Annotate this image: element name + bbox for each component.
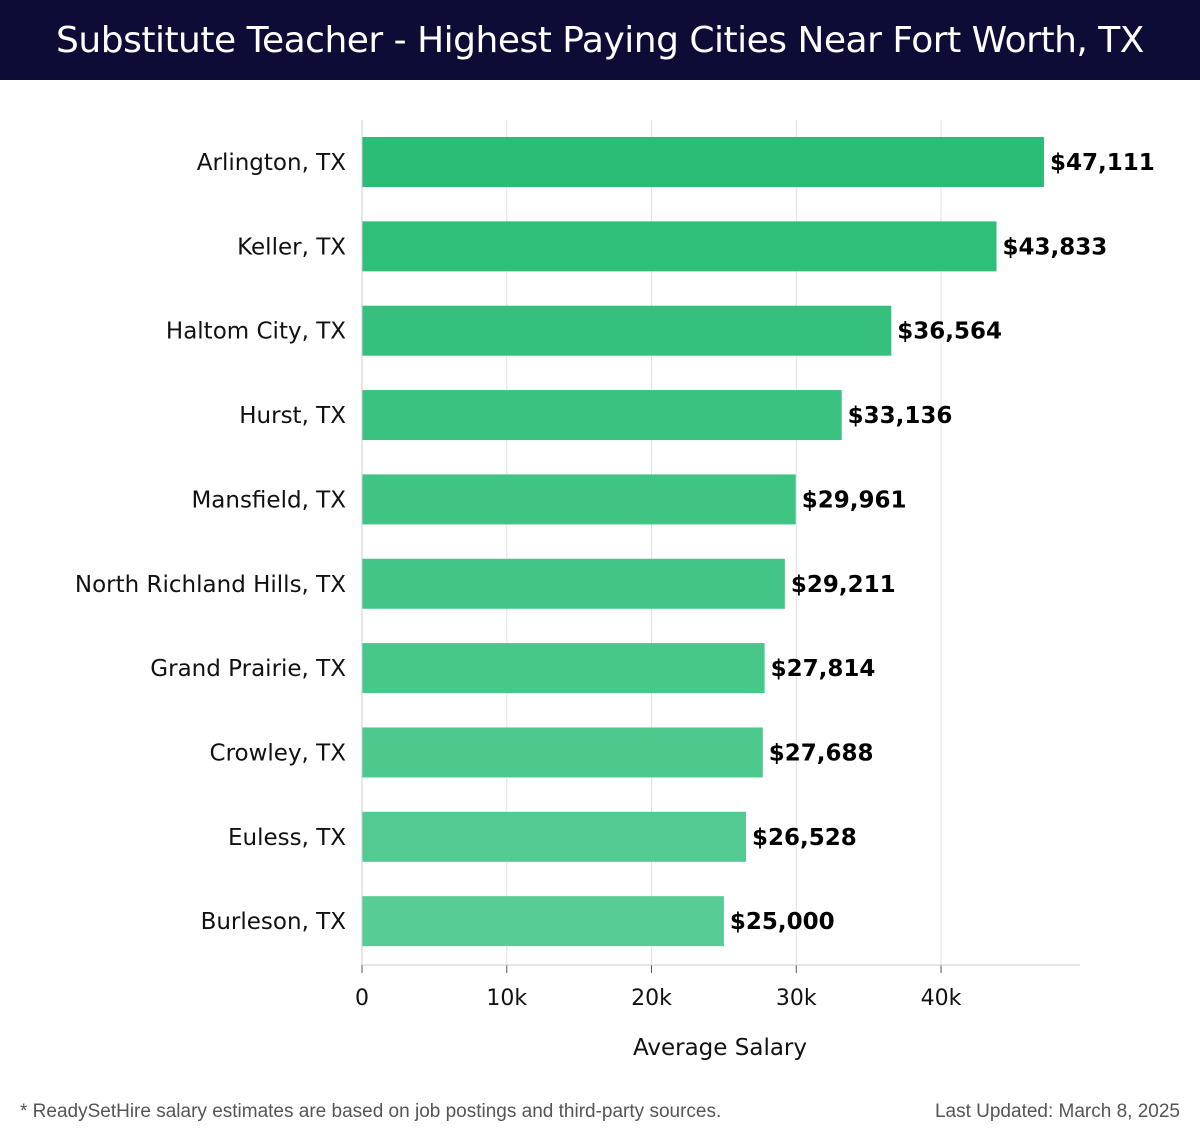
last-updated: Last Updated: March 8, 2025	[934, 1101, 1180, 1122]
bar-value-label: $33,136	[848, 403, 953, 429]
category-label: Euless, TX	[228, 825, 346, 851]
bar-chart: $47,111 $43,833 $36,564 $33,136 $29,961 $29,2…	[75, 120, 1155, 1061]
bar	[362, 221, 997, 272]
bar-value-label: $29,211	[791, 572, 896, 598]
category-label: Arlington, TX	[197, 150, 346, 176]
category-label: North Richland Hills, TX	[75, 572, 346, 598]
bar-value-label: $26,528	[752, 825, 857, 851]
chart-header: Substitute Teacher - Highest Paying Citi…	[0, 0, 1200, 80]
x-tick-label: 30k	[776, 986, 817, 1011]
bar-value-label: $25,000	[730, 909, 835, 935]
x-tick-label: 20k	[631, 986, 672, 1011]
bar	[362, 474, 796, 525]
bar	[362, 727, 763, 778]
bar	[362, 558, 785, 609]
x-tick-label: 10k	[486, 986, 527, 1011]
bar-value-label: $47,111	[1050, 150, 1155, 176]
bar	[362, 137, 1044, 187]
bar-value-label: $29,961	[802, 487, 907, 513]
category-labels: Arlington, TX Keller, TX Haltom City, TX Hu…	[75, 150, 346, 935]
bar	[362, 643, 765, 694]
x-tick-label: 0	[355, 986, 369, 1011]
bar-value-label: $27,688	[769, 740, 874, 766]
bar	[362, 811, 747, 862]
category-label: Grand Prairie, TX	[150, 656, 346, 682]
category-label: Crowley, TX	[210, 740, 347, 766]
category-label: Mansfield, TX	[191, 487, 346, 513]
bar-value-label: $27,814	[771, 656, 876, 682]
x-axis-title: Average Salary	[633, 1035, 807, 1061]
chart-title: Substitute Teacher - Highest Paying Citi…	[56, 19, 1144, 61]
category-label: Hurst, TX	[239, 403, 346, 429]
bar	[362, 896, 724, 947]
bar	[362, 305, 892, 356]
bars: $47,111 $43,833 $36,564 $33,136 $29,961 $29,2…	[362, 137, 1155, 947]
bar-value-label: $43,833	[1003, 234, 1108, 260]
x-tick-label: 40k	[921, 986, 962, 1011]
x-axis: 0 10k 20k 30k 40k	[355, 120, 1080, 1011]
bar	[362, 390, 842, 441]
footer-note: * ReadySetHire salary estimates are base…	[20, 1101, 722, 1122]
category-label: Keller, TX	[237, 234, 346, 260]
category-label: Burleson, TX	[201, 909, 347, 935]
category-label: Haltom City, TX	[166, 319, 346, 345]
bar-value-label: $36,564	[897, 319, 1002, 345]
